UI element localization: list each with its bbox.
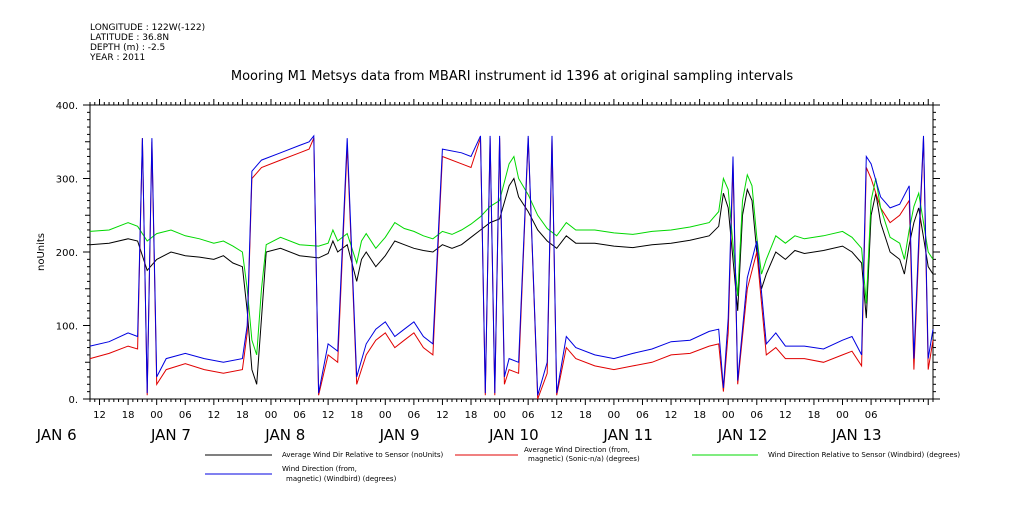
legend-label-avg-wind-dir-sonic-2: magnetic) (Sonic-n/a) (degrees) [528, 455, 640, 463]
y-tick-label: 200. [56, 248, 78, 259]
series-line-wind-dir-windbird [89, 134, 934, 396]
x-tick-label: 00 [493, 410, 506, 421]
legend-label-wind-dir-rel-windbird: Wind Direction Relative to Sensor (Windb… [768, 451, 960, 459]
y-tick-label: 0. [68, 395, 78, 406]
legend: Average Wind Dir Relative to Sensor (noU… [205, 446, 960, 483]
x-tick-label: 06 [293, 410, 306, 421]
series-line-avg-wind-dir-rel [89, 177, 934, 385]
x-tick-label: 00 [608, 410, 621, 421]
y-tick-label: 400. [56, 101, 78, 112]
y-axis-label: noUnits [36, 233, 47, 271]
x-day-label: JAN 12 [717, 426, 768, 444]
x-tick-label: 12 [322, 410, 335, 421]
x-axis: 12 18 00 06 12 18 00 06 12 18 00 06 12 18 00 06 12 18 00 06… [36, 99, 934, 444]
x-day-label: JAN 13 [831, 426, 882, 444]
x-tick-label: 12 [93, 410, 106, 421]
chart-title: Mooring M1 Metsys data from MBARI instru… [231, 69, 793, 84]
x-tick-label: 00 [722, 410, 735, 421]
x-tick-label: 12 [779, 410, 792, 421]
x-day-label: JAN 11 [602, 426, 653, 444]
meta-longitude: LONGITUDE : 122W(-122) [90, 23, 205, 33]
x-tick-label: 12 [665, 410, 678, 421]
meta-year: YEAR : 2011 [89, 53, 145, 63]
x-tick-label: 06 [750, 410, 763, 421]
x-tick-label: 06 [179, 410, 192, 421]
x-day-label: JAN 7 [150, 426, 191, 444]
x-tick-label: 00 [265, 410, 278, 421]
legend-label-avg-wind-dir-rel: Average Wind Dir Relative to Sensor (noU… [282, 451, 443, 459]
x-tick-label: 18 [236, 410, 249, 421]
x-tick-label: 12 [550, 410, 563, 421]
x-tick-label: 06 [522, 410, 535, 421]
y-tick-label: 300. [56, 175, 78, 186]
meta-depth: DEPTH (m) : -2.5 [90, 43, 165, 53]
x-day-label: JAN 8 [264, 426, 305, 444]
y-axis: 0. 100. 200. 300. 400. [56, 101, 940, 406]
legend-label-wind-dir-windbird-2: magnetic) (Windbird) (degrees) [286, 475, 397, 483]
x-day-label: JAN 9 [379, 426, 420, 444]
x-tick-label: 18 [122, 410, 135, 421]
series-layer [89, 134, 934, 400]
legend-label-wind-dir-windbird-1: Wind Direction (from, [282, 465, 357, 473]
x-tick-label: 06 [636, 410, 649, 421]
x-tick-label: 06 [407, 410, 420, 421]
plot-frame [89, 104, 934, 400]
metadata-block: LONGITUDE : 122W(-122) LATITUDE : 36.8N … [89, 23, 205, 63]
series-line-wind-dir-rel-windbird [89, 155, 934, 356]
x-day-label: JAN 10 [488, 426, 539, 444]
legend-label-avg-wind-dir-sonic-1: Average Wind Direction (from, [524, 446, 630, 454]
x-tick-label: 18 [465, 410, 478, 421]
x-tick-label: 00 [836, 410, 849, 421]
x-tick-label: 00 [379, 410, 392, 421]
x-tick-label: 00 [150, 410, 163, 421]
x-tick-label: 18 [693, 410, 706, 421]
x-tick-label: 12 [436, 410, 449, 421]
y-tick-label: 100. [56, 322, 78, 333]
x-tick-label: 18 [579, 410, 592, 421]
x-tick-label: 06 [865, 410, 878, 421]
x-day-label: JAN 6 [36, 426, 77, 444]
x-tick-label: 18 [350, 410, 363, 421]
meta-latitude: LATITUDE : 36.8N [90, 33, 169, 43]
x-tick-label: 18 [808, 410, 821, 421]
x-tick-label: 12 [207, 410, 220, 421]
